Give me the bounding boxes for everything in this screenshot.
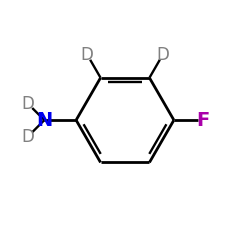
Text: D: D bbox=[22, 94, 34, 112]
Text: D: D bbox=[156, 46, 169, 64]
Text: D: D bbox=[22, 128, 34, 146]
Text: N: N bbox=[36, 110, 52, 130]
Text: F: F bbox=[196, 110, 210, 130]
Text: D: D bbox=[81, 46, 94, 64]
